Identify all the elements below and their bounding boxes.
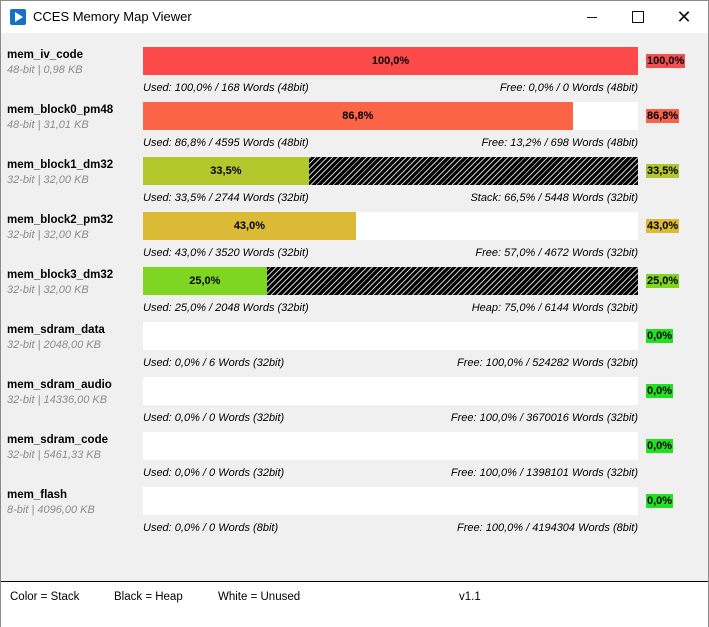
memory-name: mem_block1_dm32 [7, 159, 114, 171]
percent-badge: 0,0% [646, 439, 674, 453]
minimize-button[interactable] [569, 1, 615, 33]
usage-bar: 0,0% [143, 377, 638, 405]
percent-badge: 0,0% [646, 494, 674, 508]
percent-badge: 0,0% [646, 384, 674, 398]
usage-bar: 25,0% [143, 267, 638, 295]
free-text: Free: 0,0% / 0 Words (48bit) [499, 82, 638, 94]
percent-badge: 0,0% [646, 329, 674, 343]
usage-bar: 100,0% [143, 47, 638, 75]
used-text: Used: 0,0% / 0 Words (8bit) [143, 522, 279, 534]
legend-stack: Color = Stack [10, 591, 80, 603]
memory-name: mem_block0_pm48 [7, 104, 114, 116]
memory-row: mem_sdram_code 32-bit | 5461,33 KB 0,0% … [1, 432, 708, 487]
maximize-button[interactable] [615, 1, 661, 33]
legend-heap: Black = Heap [114, 591, 183, 603]
fill-percent-label: 25,0% [189, 275, 221, 287]
free-text: Free: 100,0% / 4194304 Words (8bit) [457, 522, 638, 534]
fill-percent-label: 43,0% [233, 220, 266, 232]
usage-bar: 43,0% [143, 212, 638, 240]
percent-badge: 25,0% [646, 274, 680, 288]
memory-size: 32-bit | 5461,33 KB [7, 449, 101, 461]
memory-size: 32-bit | 32,00 KB [7, 284, 89, 296]
minimize-icon [587, 16, 597, 18]
percent-badge: 86,8% [646, 109, 680, 123]
usage-fill: 86,8% [143, 102, 573, 130]
memory-row: mem_block0_pm48 48-bit | 31,01 KB 86,8% … [1, 102, 708, 157]
usage-bar: 0,0% [143, 432, 638, 460]
fill-percent-label: 100,0% [371, 55, 410, 67]
used-text: Used: 33,5% / 2744 Words (32bit) [143, 192, 309, 204]
used-text: Used: 25,0% / 2048 Words (32bit) [143, 302, 309, 314]
free-text: Free: 100,0% / 1398101 Words (32bit) [450, 467, 638, 479]
free-text: Free: 13,2% / 698 Words (48bit) [481, 137, 638, 149]
memory-row: mem_iv_code 48-bit | 0,98 KB 100,0% 100,… [1, 47, 708, 102]
memory-size: 8-bit | 4096,00 KB [7, 504, 95, 516]
free-text: Heap: 75,0% / 6144 Words (32bit) [471, 302, 638, 314]
memory-name: mem_iv_code [7, 49, 84, 61]
version-label: v1.1 [459, 591, 481, 603]
close-icon: ✕ [676, 6, 692, 27]
used-text: Used: 43,0% / 3520 Words (32bit) [143, 247, 309, 259]
memory-row: mem_flash 8-bit | 4096,00 KB 0,0% 0,0% U… [1, 487, 708, 542]
memory-size: 32-bit | 32,00 KB [7, 174, 89, 186]
memory-name: mem_flash [7, 489, 68, 501]
percent-badge: 33,5% [646, 164, 680, 178]
usage-fill: 100,0% [143, 47, 638, 75]
memory-name: mem_sdram_code [7, 434, 108, 446]
memory-size: 48-bit | 31,01 KB [7, 119, 89, 131]
usage-bar: 0,0% [143, 322, 638, 350]
used-text: Used: 86,8% / 4595 Words (48bit) [143, 137, 309, 149]
used-text: Used: 0,0% / 0 Words (32bit) [143, 412, 285, 424]
fill-percent-label: 86,8% [342, 110, 374, 122]
used-text: Used: 0,0% / 0 Words (32bit) [143, 467, 285, 479]
used-text: Used: 100,0% / 168 Words (48bit) [143, 82, 309, 94]
fill-percent-label: 33,5% [210, 165, 242, 177]
usage-fill: 25,0% [143, 267, 267, 295]
memory-row: mem_block1_dm32 32-bit | 32,00 KB 33,5% … [1, 157, 708, 212]
percent-badge: 43,0% [646, 219, 680, 233]
memory-row: mem_sdram_data 32-bit | 2048,00 KB 0,0% … [1, 322, 708, 377]
memory-name: mem_block3_dm32 [7, 269, 114, 281]
usage-bar: 0,0% [143, 487, 638, 515]
memory-size: 32-bit | 32,00 KB [7, 229, 89, 241]
window-title: CCES Memory Map Viewer [33, 9, 192, 24]
free-text: Free: 100,0% / 524282 Words (32bit) [457, 357, 638, 369]
usage-fill: 33,5% [143, 157, 309, 185]
usage-bar: 33,5% [143, 157, 638, 185]
memory-name: mem_block2_pm32 [7, 214, 114, 226]
memory-size: 32-bit | 2048,00 KB [7, 339, 101, 351]
percent-badge: 100,0% [646, 54, 686, 68]
memory-size: 32-bit | 14336,00 KB [7, 394, 108, 406]
app-play-icon [10, 9, 26, 25]
title-bar[interactable]: CCES Memory Map Viewer ✕ [1, 1, 708, 33]
legend-unused: White = Unused [218, 591, 301, 603]
memory-row: mem_block3_dm32 32-bit | 32,00 KB 25,0% … [1, 267, 708, 322]
free-text: Free: 57,0% / 4672 Words (32bit) [475, 247, 638, 259]
memory-name: mem_sdram_data [7, 324, 105, 336]
status-bar: Color = Stack Black = Heap White = Unuse… [1, 581, 708, 627]
close-button[interactable]: ✕ [661, 1, 707, 33]
usage-bar: 86,8% [143, 102, 638, 130]
memory-name: mem_sdram_audio [7, 379, 112, 391]
memory-size: 48-bit | 0,98 KB [7, 64, 83, 76]
free-text: Free: 100,0% / 3670016 Words (32bit) [450, 412, 638, 424]
used-text: Used: 0,0% / 6 Words (32bit) [143, 357, 285, 369]
free-text: Stack: 66,5% / 5448 Words (32bit) [470, 192, 638, 204]
memory-row: mem_sdram_audio 32-bit | 14336,00 KB 0,0… [1, 377, 708, 432]
usage-fill: 43,0% [143, 212, 356, 240]
memory-row: mem_block2_pm32 32-bit | 32,00 KB 43,0% … [1, 212, 708, 267]
maximize-icon [632, 11, 644, 23]
